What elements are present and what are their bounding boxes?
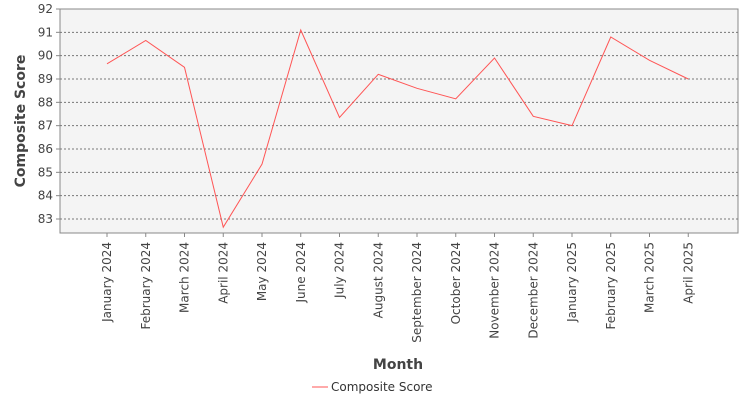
y-tick-label: 85 <box>38 165 53 179</box>
y-tick-label: 88 <box>38 95 53 109</box>
x-tick-label: April 2024 <box>216 242 230 304</box>
x-tick-label: August 2024 <box>371 242 385 318</box>
plot-area <box>59 8 739 234</box>
y-tick-label: 90 <box>38 49 53 63</box>
y-axis-ticks: 83 84 85 86 87 88 89 90 91 92 <box>38 2 60 226</box>
legend: Composite Score <box>312 380 432 394</box>
x-tick-label: October 2024 <box>449 242 463 324</box>
x-tick-label: January 2025 <box>565 242 579 323</box>
series-line <box>106 28 689 229</box>
gridlines <box>60 31 738 220</box>
x-tick-label: July 2024 <box>333 242 347 299</box>
x-tick-label: March 2025 <box>643 242 657 313</box>
x-tick-label: February 2025 <box>604 242 618 330</box>
series-group <box>106 28 689 229</box>
y-axis-title: Composite Score <box>13 55 29 188</box>
x-tick-label: March 2024 <box>178 242 192 313</box>
y-tick-label: 89 <box>38 72 53 86</box>
legend-label: Composite Score <box>331 380 432 394</box>
y-tick-label: 84 <box>38 189 53 203</box>
x-tick-label: December 2024 <box>526 242 540 339</box>
y-tick-label: 86 <box>38 142 53 156</box>
x-tick-label: June 2024 <box>294 242 308 304</box>
x-axis-title: Month <box>373 357 423 373</box>
y-tick-label: 92 <box>38 2 53 16</box>
x-axis-ticks: January 2024 February 2024 March 2024 April… <box>100 233 695 343</box>
y-tick-label: 87 <box>38 119 53 133</box>
x-tick-label: May 2024 <box>255 242 269 301</box>
x-tick-label: November 2024 <box>488 242 502 339</box>
y-tick-label: 91 <box>38 25 53 39</box>
x-tick-label: April 2025 <box>681 242 695 304</box>
x-tick-label: January 2024 <box>100 242 114 323</box>
x-tick-label: February 2024 <box>139 242 153 330</box>
x-tick-label: September 2024 <box>410 242 424 343</box>
y-tick-label: 83 <box>38 212 53 226</box>
